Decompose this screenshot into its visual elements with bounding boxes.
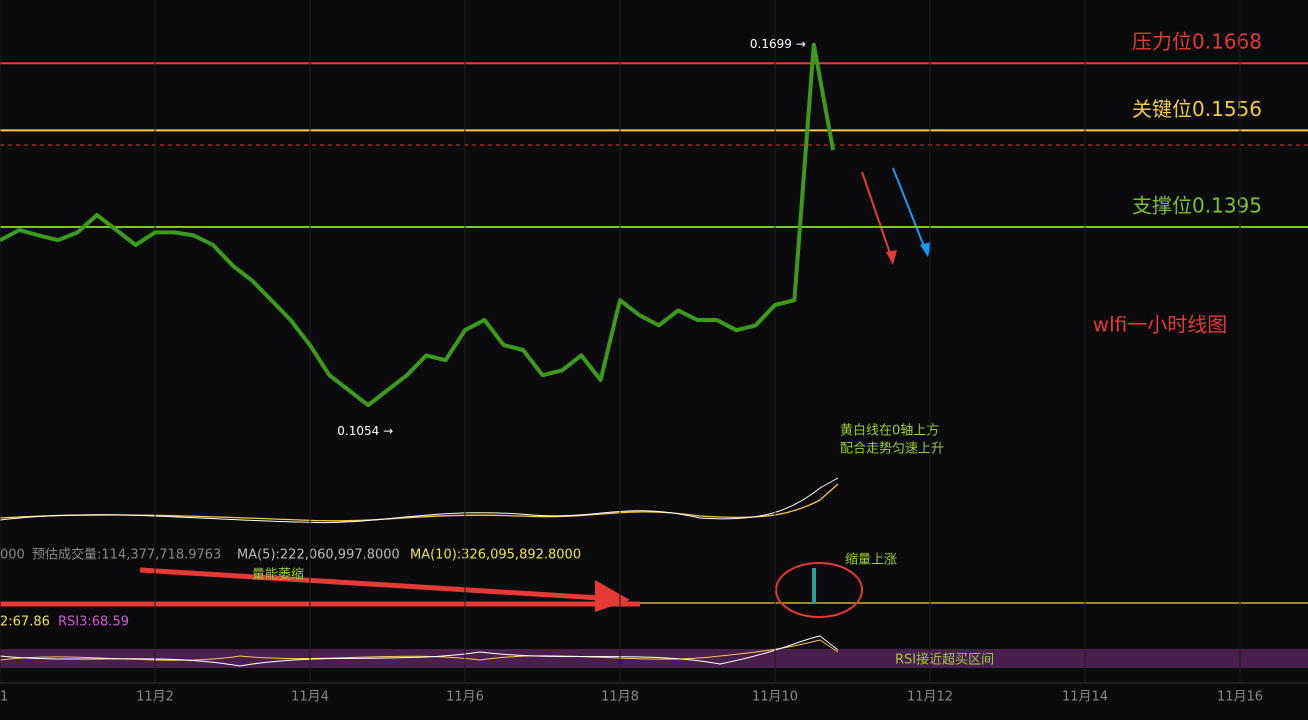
x-tick-label: 11月16 — [1217, 690, 1263, 705]
arrow-head — [595, 580, 630, 612]
macd-line — [0, 483, 839, 522]
volume-note: 缩量上涨 — [845, 552, 897, 568]
volume-header: 预估成交量:114,377,718.9763 — [32, 547, 221, 563]
down-arrow-blue — [892, 167, 928, 255]
rsi-header: 2:67.86 — [0, 615, 50, 630]
x-tick-label: 11月4 — [291, 690, 329, 705]
macd-note: 黄白线在0轴上方 — [840, 423, 939, 439]
volume-header: MA(10):326,095,892.8000 — [410, 548, 581, 563]
x-tick-label: 11月14 — [1062, 690, 1108, 705]
x-tick-label: 31 — [0, 690, 8, 705]
macd-note: 配合走势匀速上升 — [840, 441, 944, 457]
volume-spike — [812, 568, 816, 604]
down-arrow-red — [861, 171, 894, 263]
highlight-circle — [775, 562, 863, 618]
x-tick-label: 11月8 — [601, 690, 639, 705]
high-label: 0.1699 → — [750, 37, 806, 51]
arrow-head — [886, 250, 897, 265]
rsi-note: RSI接近超买区间 — [895, 652, 994, 668]
volume-header: MA(5):222,060,997.8000 — [237, 548, 400, 563]
rsi-header: RSI3:68.59 — [58, 615, 129, 630]
level-label: 压力位0.1668 — [1132, 30, 1262, 54]
x-tick-label: 11月6 — [446, 690, 484, 705]
macd-signal — [0, 477, 839, 524]
x-tick-label: 11月10 — [752, 690, 798, 705]
rsi-band — [0, 649, 1308, 668]
arrow-head — [920, 242, 931, 257]
volume-header: 000 — [0, 548, 25, 563]
x-tick-label: 11月12 — [907, 690, 953, 705]
level-label: 关键位0.1556 — [1132, 97, 1262, 121]
low-label: 0.1054 → — [337, 424, 393, 438]
volume-arrow — [0, 567, 640, 607]
x-tick-label: 11月2 — [136, 690, 174, 705]
price-line — [0, 42, 836, 408]
volume-note: 量能萎缩 — [252, 567, 304, 583]
level-label: 支撑位0.1395 — [1132, 194, 1262, 218]
chart-title: wlfi一小时线图 — [1093, 313, 1228, 337]
